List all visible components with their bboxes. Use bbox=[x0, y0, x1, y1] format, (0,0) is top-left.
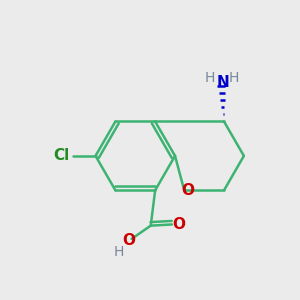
Text: Cl: Cl bbox=[53, 148, 70, 164]
Text: O: O bbox=[123, 233, 136, 248]
Text: N: N bbox=[216, 75, 229, 90]
Text: H: H bbox=[229, 71, 239, 85]
Text: O: O bbox=[172, 217, 185, 232]
Text: H: H bbox=[205, 71, 215, 85]
Text: O: O bbox=[181, 183, 194, 198]
Text: H: H bbox=[114, 245, 124, 259]
